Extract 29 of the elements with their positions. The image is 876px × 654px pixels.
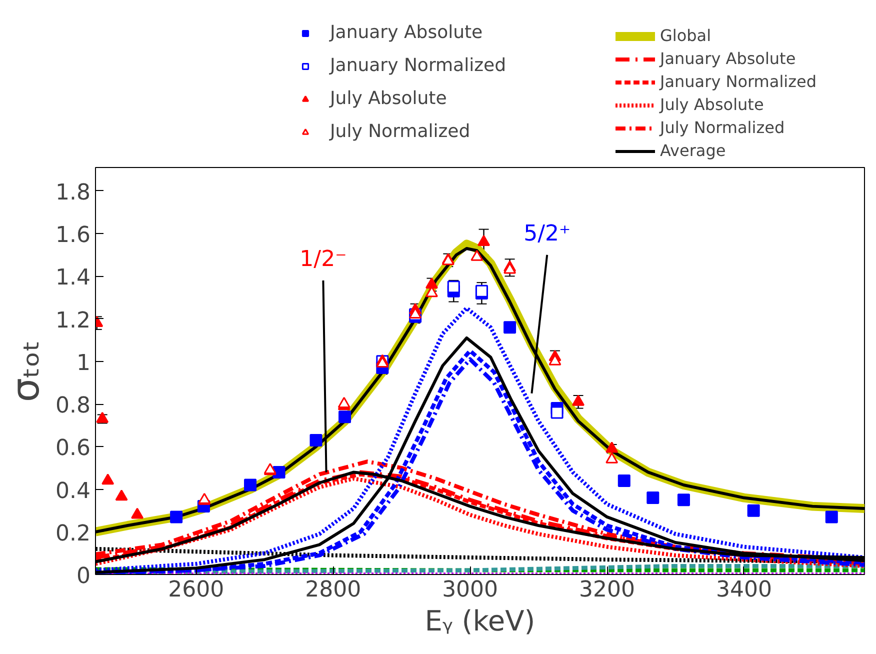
annotation: 5/2⁺ [524,221,571,246]
y-tick-label: 0.8 [56,394,91,419]
annotation: 1/2⁻ [300,246,347,272]
x-tick-label: 3000 [442,578,498,602]
y-axis-title: σₜₒₜ [4,340,48,402]
x-axis-title: Eᵧ (keV) [424,604,536,638]
legend-label: July Absolute [330,88,447,109]
legend-label: January Absolute [330,22,483,43]
x-tick-label: 3400 [716,578,772,602]
y-tick-label: 1 [76,350,91,376]
legend-label: Average [660,141,726,160]
y-tick-label: 0.6 [56,436,91,462]
y-tick-label: 1.8 [56,180,91,206]
x-tick-label: 2800 [305,578,362,602]
legend-label: January Normalized [660,72,816,91]
y-tick-label: 0 [76,564,91,589]
x-tick-label: 2600 [168,578,224,602]
y-tick-label: 1.6 [56,223,91,248]
y-tick-label: 1.2 [56,308,91,334]
legend-label: January Absolute [660,49,796,68]
x-tick-label: 3200 [579,578,636,602]
legend-label: July Absolute [660,95,764,114]
legend-label: January Normalized [330,55,506,76]
legend-label: Global [660,26,712,45]
y-tick-label: 0.2 [56,521,91,546]
y-tick-label: 0.4 [56,478,91,504]
legend-label: July Normalized [330,121,470,142]
legend-label: July Normalized [660,118,785,137]
y-tick-label: 1.4 [56,266,91,291]
